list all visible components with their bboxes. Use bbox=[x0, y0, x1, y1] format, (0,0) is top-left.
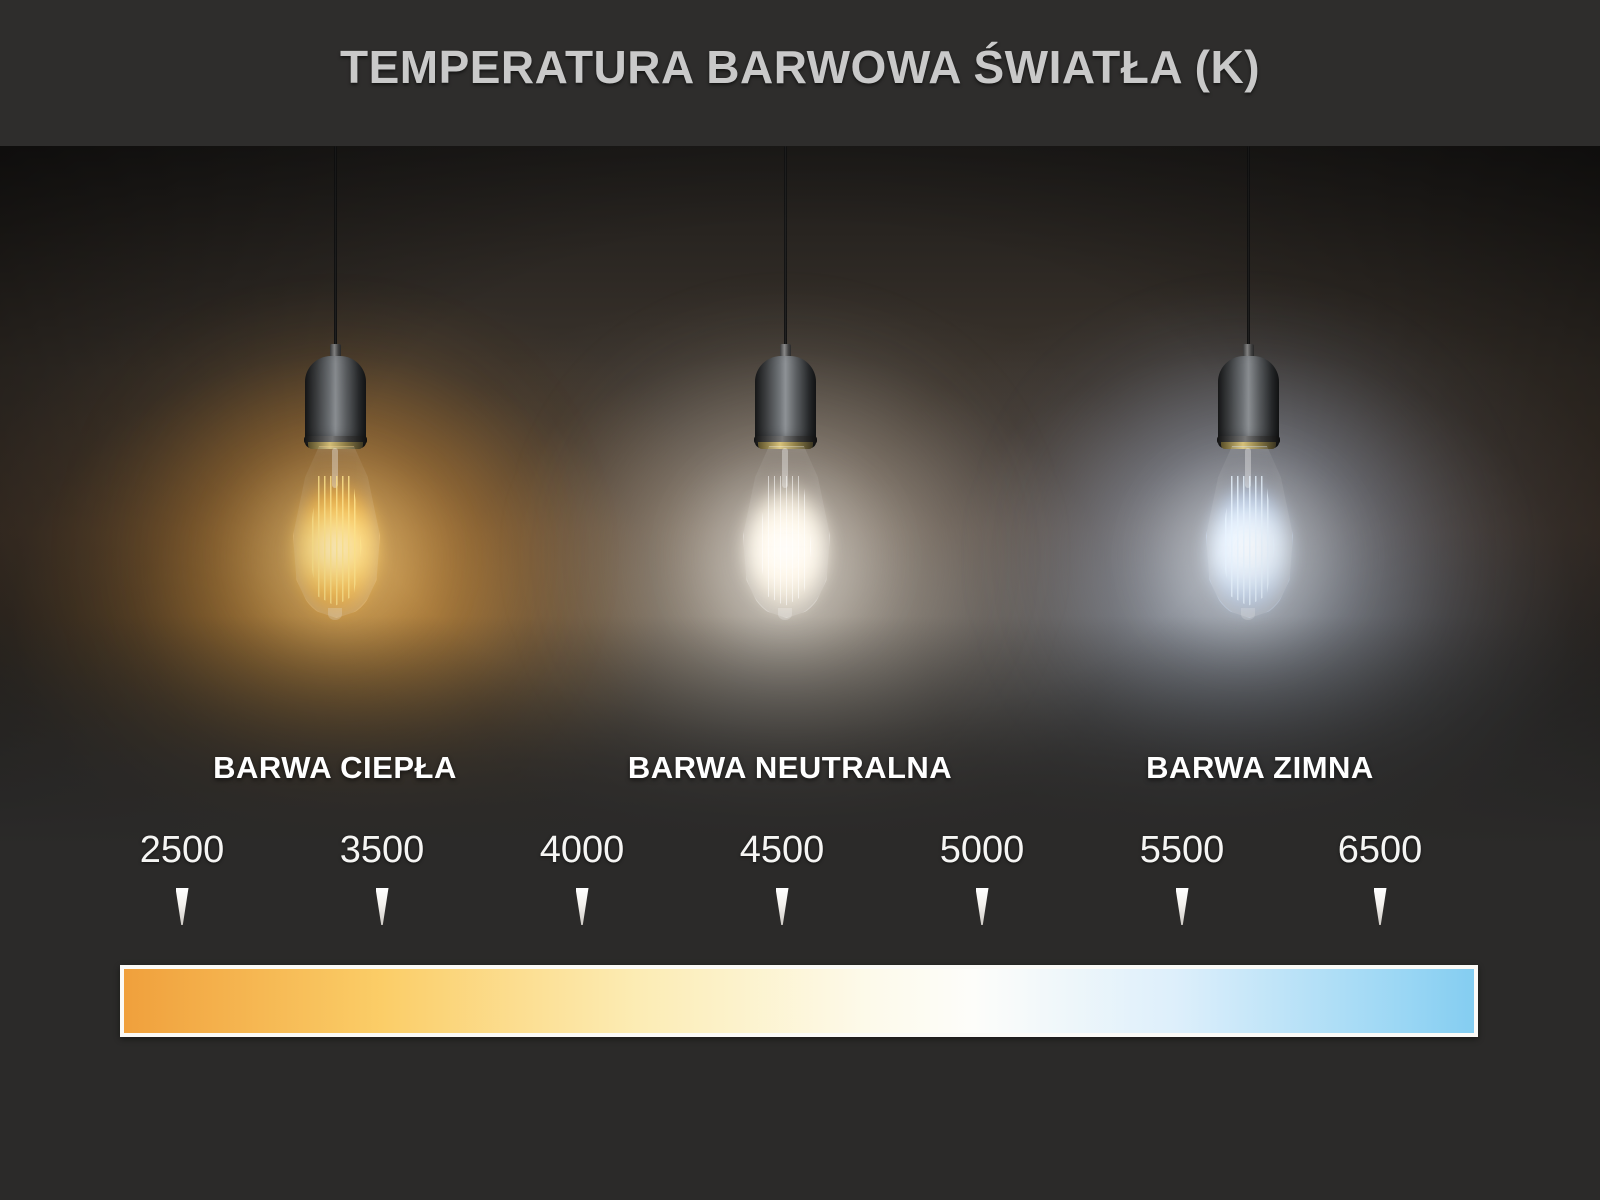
triangle-down-marker-icon bbox=[1373, 888, 1387, 925]
triangle-down-marker-icon bbox=[975, 888, 989, 925]
scale-tick-5000: 5000 bbox=[902, 820, 1062, 925]
scale-tick-5500: 5500 bbox=[1102, 820, 1262, 925]
scale-tick-3500: 3500 bbox=[302, 820, 462, 925]
scale-tick-value: 4000 bbox=[539, 829, 625, 871]
scale-tick-value: 5500 bbox=[1139, 829, 1225, 871]
scene-bottom-fade bbox=[0, 616, 1600, 846]
scale-tick-4000: 4000 bbox=[502, 820, 662, 925]
color-temperature-gradient-bar bbox=[120, 965, 1478, 1037]
bulb-scene bbox=[0, 146, 1600, 846]
socket-icon bbox=[305, 356, 366, 448]
scale-tick-value: 3500 bbox=[339, 829, 425, 871]
triangle-down-marker-icon bbox=[575, 888, 589, 925]
scale-tick-value: 4500 bbox=[739, 829, 825, 871]
scale-tick-4500: 4500 bbox=[702, 820, 862, 925]
gradient-fill bbox=[124, 969, 1474, 1033]
triangle-down-marker-icon bbox=[1175, 888, 1189, 925]
bulb-tip-icon bbox=[1241, 608, 1255, 620]
cord-icon bbox=[1247, 146, 1250, 351]
scale-tick-6500: 6500 bbox=[1300, 820, 1460, 925]
scale-tick-value: 5000 bbox=[939, 829, 1025, 871]
socket-icon bbox=[1218, 356, 1279, 448]
triangle-down-marker-icon bbox=[375, 888, 389, 925]
triangle-down-marker-icon bbox=[175, 888, 189, 925]
socket-icon bbox=[755, 356, 816, 448]
page-title: TEMPERATURA BARWOWA ŚWIATŁA (K) bbox=[339, 41, 1261, 93]
bulb-tip-icon bbox=[778, 608, 792, 620]
header-band: TEMPERATURA BARWOWA ŚWIATŁA (K) bbox=[0, 0, 1600, 146]
cord-icon bbox=[334, 146, 337, 351]
bulb-tip-icon bbox=[328, 608, 342, 620]
category-label-cool: BARWA ZIMNA bbox=[1146, 750, 1374, 785]
triangle-down-marker-icon bbox=[775, 888, 789, 925]
scale-tick-value: 2500 bbox=[139, 829, 225, 871]
scale-tick-value: 6500 bbox=[1337, 829, 1423, 871]
kelvin-scale: 2500 3500 4000 4500 5000 5500 6500 bbox=[0, 820, 1600, 1080]
scale-tick-2500: 2500 bbox=[102, 820, 262, 925]
cord-icon bbox=[784, 146, 787, 351]
